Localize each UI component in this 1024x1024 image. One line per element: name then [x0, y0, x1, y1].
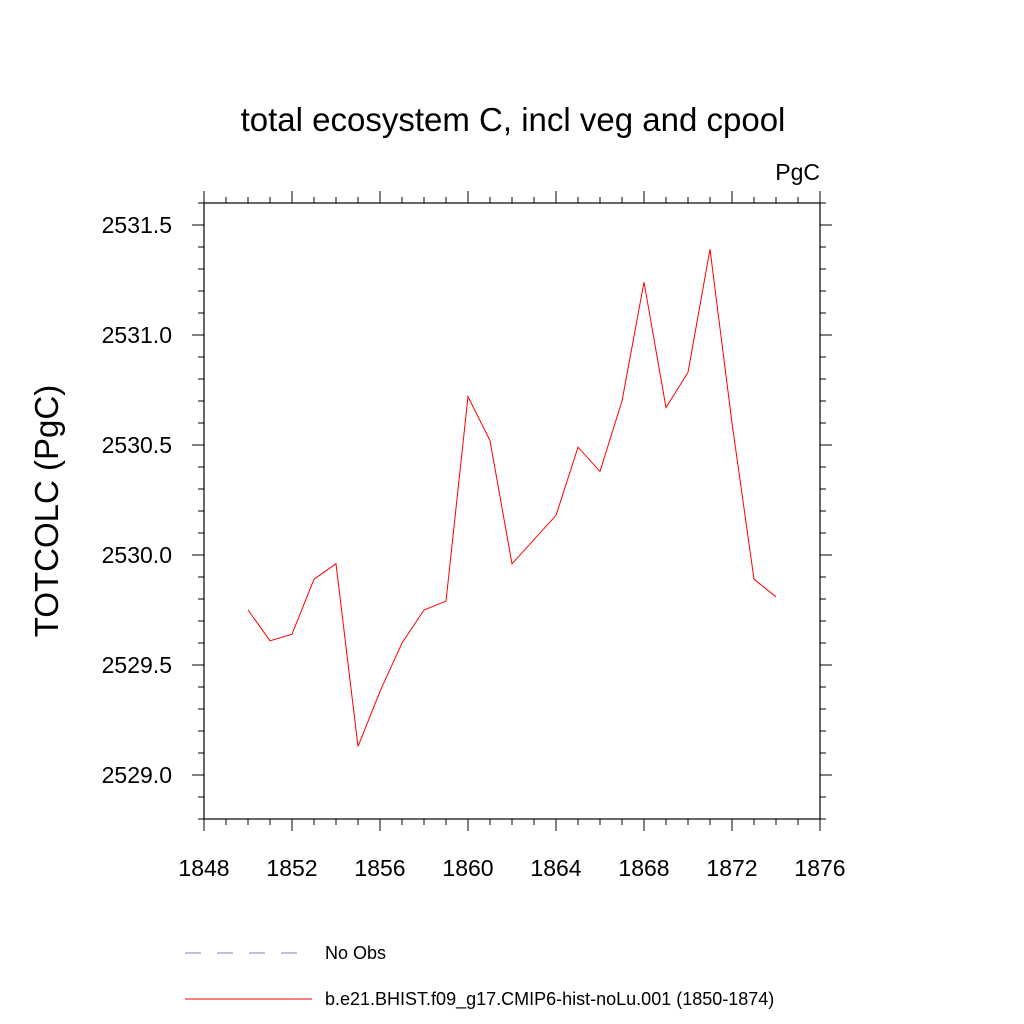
legend: No Obs b.e21.BHIST.f09_g17.CMIP6-hist-no… [185, 943, 774, 1010]
y-tick-label: 2530.5 [102, 432, 172, 458]
x-tick-label: 1852 [266, 855, 317, 881]
x-tick-label: 1848 [178, 855, 229, 881]
units-label: PgC [775, 159, 820, 185]
y-tick-label: 2529.5 [102, 652, 172, 678]
x-tick-labels: 1848 1852 1856 1860 1864 1868 1872 1876 [178, 855, 845, 881]
y-tick-labels: 2529.0 2529.5 2530.0 2530.5 2531.0 2531.5 [102, 212, 172, 788]
x-tick-label: 1872 [706, 855, 757, 881]
axis-ticks [192, 191, 832, 831]
x-tick-label: 1876 [794, 855, 845, 881]
y-tick-label: 2531.0 [102, 322, 172, 348]
x-tick-label: 1856 [354, 855, 405, 881]
y-tick-label: 2530.0 [102, 542, 172, 568]
plot-frame [203, 202, 821, 820]
legend-label-model: b.e21.BHIST.f09_g17.CMIP6-hist-noLu.001 … [325, 989, 774, 1010]
x-tick-label: 1860 [442, 855, 493, 881]
series-line [247, 249, 777, 747]
y-axis-label: TOTCOLC (PgC) [28, 385, 65, 637]
chart-title: total ecosystem C, incl veg and cpool [241, 101, 786, 138]
y-tick-label: 2529.0 [102, 762, 172, 788]
y-tick-label: 2531.5 [102, 212, 172, 238]
series-group [247, 249, 777, 747]
x-tick-label: 1868 [618, 855, 669, 881]
x-tick-label: 1864 [530, 855, 581, 881]
legend-label-no-obs: No Obs [325, 943, 386, 963]
